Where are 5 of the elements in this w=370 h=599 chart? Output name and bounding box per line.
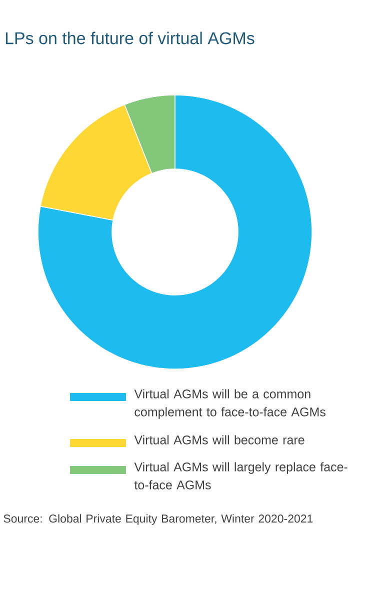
legend-label: Virtual AGMs will largely replace face-to-face AGMs — [134, 462, 348, 490]
chart-title: LPs on the future of virtual AGMs — [6, 32, 254, 44]
legend-label: Virtual AGMs will become rare — [134, 435, 304, 444]
source-note: Source: Global Private Equity Barometer, Winter 2020-2021 — [4, 514, 313, 525]
legend-label: Virtual AGMs will be a common complement to face-to-face AGMs — [134, 389, 326, 419]
